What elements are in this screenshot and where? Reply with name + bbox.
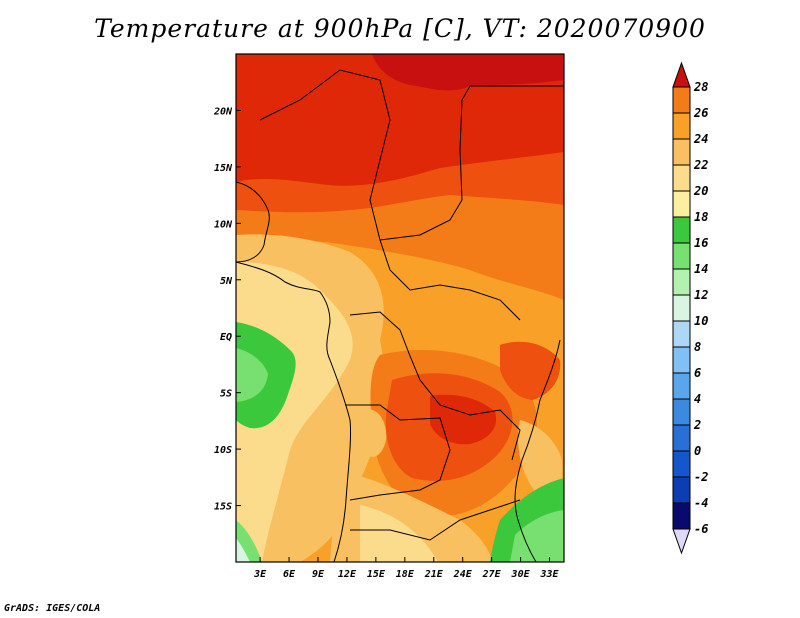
- field-band-12-se: [510, 510, 564, 562]
- colorbar-label: 24: [693, 132, 708, 146]
- field-band-17-south: [360, 505, 438, 562]
- colorbar-segment: [672, 450, 691, 478]
- y-tick-label: 5S: [220, 389, 232, 400]
- colorbar-label: 6: [694, 366, 701, 380]
- x-tick-label: 33E: [539, 569, 559, 580]
- x-tick-label: 30E: [511, 569, 531, 580]
- x-tick-label: 9E: [312, 569, 325, 580]
- colorbar-segment: [672, 320, 691, 348]
- x-tick-label: 12E: [338, 569, 357, 580]
- field-band-19-center: [357, 409, 387, 457]
- colorbar-label: 12: [694, 288, 708, 302]
- colorbar-upper-arrow: [672, 61, 691, 88]
- colorbar-label: 22: [693, 158, 708, 172]
- field-band-12-ocean: [236, 348, 268, 402]
- y-axis: 20N 15N 10N 5N EQ 5S 10S 15S: [213, 106, 241, 513]
- colorbar-segment: [672, 138, 691, 166]
- x-axis: 3E 6E 9E 12E 15E 18E 21E 24E 27E 30E 33E: [253, 557, 560, 580]
- colorbar-label: 28: [693, 80, 708, 94]
- y-tick-label: 15N: [214, 163, 233, 174]
- coastline-gulf: [236, 261, 352, 562]
- colorbar-label: 4: [694, 392, 701, 406]
- y-tick-label: 15S: [214, 502, 232, 513]
- border-central: [379, 239, 521, 321]
- y-tick-label: 10N: [214, 219, 233, 230]
- colorbar-label: -2: [694, 470, 708, 484]
- grads-credit: GrADS: IGES/COLA: [4, 603, 101, 614]
- colorbar-label: 26: [693, 106, 708, 120]
- chart-title: Temperature at 900hPa [C], VT: 202007090…: [94, 14, 706, 43]
- colorbar-segment: [672, 112, 691, 140]
- border-angola: [345, 404, 451, 501]
- colorbar-label: 8: [694, 340, 701, 354]
- colorbar-segment: [672, 190, 691, 218]
- x-tick-label: 18E: [396, 569, 415, 580]
- colorbar-label: 18: [694, 210, 708, 224]
- colorbar-segment: [672, 216, 691, 244]
- coastline-west: [236, 181, 270, 263]
- colorbar-segment: [672, 164, 691, 192]
- colorbar-label: 14: [694, 262, 708, 276]
- colorbar-label: 20: [693, 184, 708, 198]
- colorbar-label: -6: [694, 522, 708, 536]
- x-tick-label: 21E: [424, 569, 444, 580]
- colorbar-segment: [672, 268, 691, 296]
- y-tick-label: 5N: [220, 276, 233, 287]
- colorbar-segment: [672, 476, 691, 504]
- colorbar-segment: [672, 502, 691, 530]
- colorbar-segment: [672, 294, 691, 322]
- colorbar-label: 2: [693, 418, 701, 432]
- colorbar-segment: [672, 242, 691, 270]
- colorbar-segment: [672, 398, 691, 426]
- border-south: [350, 499, 521, 541]
- colorbar-label: 16: [694, 236, 708, 250]
- colorbar-segment: [672, 86, 691, 114]
- colorbar-label: 0: [694, 444, 701, 458]
- colorbar-segment: [672, 424, 691, 452]
- colorbar-label: -4: [694, 496, 708, 510]
- x-tick-label: 15E: [367, 569, 386, 580]
- map-frame: [235, 53, 565, 563]
- field-band-29-north: [372, 54, 564, 91]
- y-tick-label: 10S: [214, 445, 232, 456]
- coastline-east: [514, 339, 561, 562]
- colorbar-segment: [672, 346, 691, 374]
- field-band-9-sw: [236, 538, 250, 562]
- colorbar-label: 10: [694, 314, 708, 328]
- x-tick-label: 27E: [482, 569, 502, 580]
- colorbar-lower-arrow: [672, 528, 691, 555]
- x-tick-label: 3E: [253, 569, 267, 580]
- country-borders: [236, 69, 564, 562]
- border-congo: [349, 311, 521, 461]
- x-tick-label: 24E: [453, 569, 473, 580]
- x-tick-label: 6E: [283, 569, 296, 580]
- colorbar-segment: [672, 372, 691, 400]
- y-tick-label: 20N: [213, 106, 233, 117]
- y-tick-label: EQ: [220, 332, 232, 343]
- temperature-field: [236, 54, 564, 562]
